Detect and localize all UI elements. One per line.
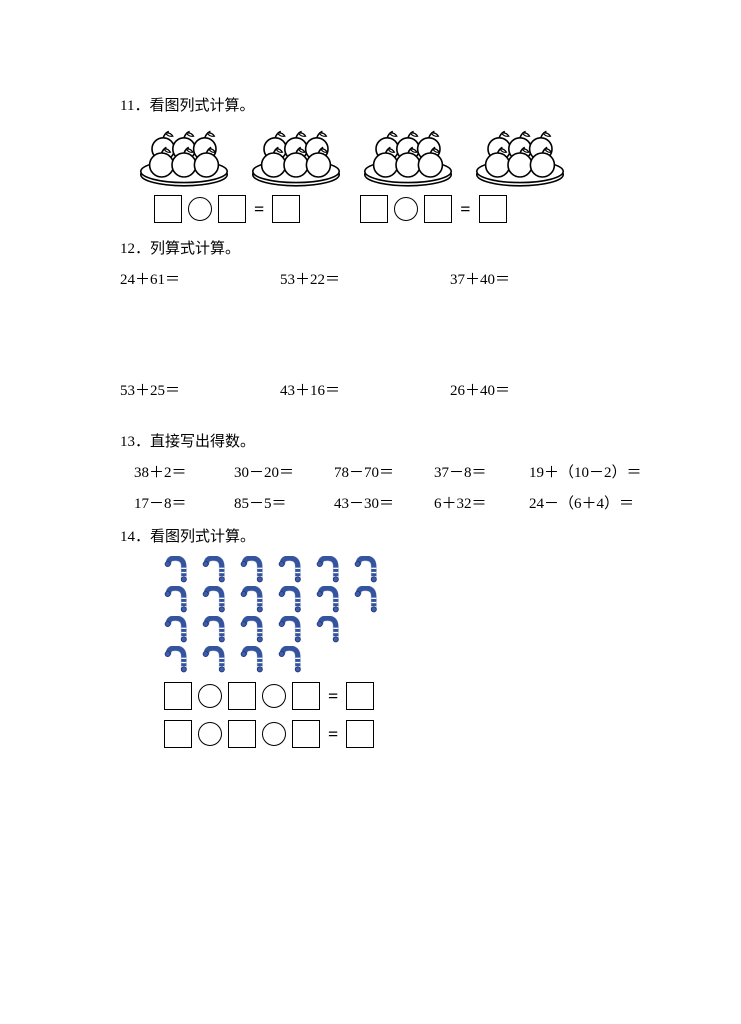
answer-box[interactable] <box>360 195 388 223</box>
worm-row <box>160 586 621 614</box>
operator-circle[interactable] <box>198 722 222 746</box>
worm-icon <box>198 646 232 674</box>
apple-plate <box>248 125 344 189</box>
equals-sign: = <box>326 724 340 745</box>
q14-worms <box>160 556 621 674</box>
worm-icon <box>350 586 384 614</box>
worm-icon <box>236 556 270 584</box>
equals-sign: = <box>458 199 472 220</box>
apple-plate <box>472 125 568 189</box>
arithmetic-problem: 85－5＝ <box>234 492 334 513</box>
q14-equations: == <box>164 682 621 748</box>
equation: = <box>164 682 621 710</box>
worm-icon <box>274 556 308 584</box>
equation: = <box>154 195 300 223</box>
arithmetic-problem: 24＋61＝ <box>120 268 280 289</box>
arithmetic-problem: 53＋25＝ <box>120 379 280 400</box>
operator-circle[interactable] <box>198 684 222 708</box>
arithmetic-problem: 37－8＝ <box>434 461 529 482</box>
equation: = <box>164 720 621 748</box>
q12-grid: 24＋61＝53＋22＝37＋40＝ 53＋25＝43＋16＝26＋40＝ <box>120 268 621 400</box>
answer-box[interactable] <box>424 195 452 223</box>
q14-title: 14．看图列式计算。 <box>120 525 621 546</box>
answer-box[interactable] <box>346 682 374 710</box>
q11-equations: == <box>154 195 621 223</box>
apple-plate <box>136 125 232 189</box>
arithmetic-problem: 53＋22＝ <box>280 268 450 289</box>
worm-icon <box>160 556 194 584</box>
worm-icon <box>350 556 384 584</box>
answer-box[interactable] <box>292 720 320 748</box>
equals-sign: = <box>326 686 340 707</box>
operator-circle[interactable] <box>262 722 286 746</box>
answer-box[interactable] <box>218 195 246 223</box>
answer-box[interactable] <box>164 720 192 748</box>
apple-plate <box>360 125 456 189</box>
worm-icon <box>198 616 232 644</box>
worm-icon <box>274 616 308 644</box>
worm-icon <box>274 646 308 674</box>
worm-row <box>160 646 621 674</box>
worm-icon <box>198 586 232 614</box>
operator-circle[interactable] <box>394 197 418 221</box>
answer-box[interactable] <box>346 720 374 748</box>
operator-circle[interactable] <box>188 197 212 221</box>
arithmetic-problem: 38＋2＝ <box>134 461 234 482</box>
worm-icon <box>312 556 346 584</box>
answer-box[interactable] <box>272 195 300 223</box>
operator-circle[interactable] <box>262 684 286 708</box>
answer-box[interactable] <box>228 682 256 710</box>
arithmetic-problem: 26＋40＝ <box>450 379 610 400</box>
answer-box[interactable] <box>228 720 256 748</box>
arithmetic-problem: 30－20＝ <box>234 461 334 482</box>
q11-title: 11．看图列式计算。 <box>120 94 621 115</box>
arithmetic-problem: 6＋32＝ <box>434 492 529 513</box>
worm-icon <box>160 646 194 674</box>
worm-icon <box>236 646 270 674</box>
worm-icon <box>236 616 270 644</box>
worm-icon <box>312 586 346 614</box>
worm-icon <box>312 616 346 644</box>
worm-row <box>160 616 621 644</box>
arithmetic-problem: 24－（6＋4）＝ <box>529 492 669 513</box>
q12-title: 12．列算式计算。 <box>120 237 621 258</box>
worm-icon <box>274 586 308 614</box>
answer-box[interactable] <box>164 682 192 710</box>
arithmetic-problem: 43－30＝ <box>334 492 434 513</box>
arithmetic-problem: 78－70＝ <box>334 461 434 482</box>
worm-icon <box>198 556 232 584</box>
q13-title: 13．直接写出得数。 <box>120 430 621 451</box>
equals-sign: = <box>252 199 266 220</box>
equation: = <box>360 195 506 223</box>
answer-box[interactable] <box>154 195 182 223</box>
arithmetic-problem: 43＋16＝ <box>280 379 450 400</box>
answer-box[interactable] <box>479 195 507 223</box>
arithmetic-problem: 17－8＝ <box>134 492 234 513</box>
answer-box[interactable] <box>292 682 320 710</box>
arithmetic-problem: 19＋（10－2）＝ <box>529 461 669 482</box>
worm-icon <box>160 616 194 644</box>
q11-plates <box>136 125 621 189</box>
arithmetic-problem: 37＋40＝ <box>450 268 610 289</box>
worm-icon <box>236 586 270 614</box>
q13-grid: 38＋2＝30－20＝78－70＝37－8＝19＋（10－2）＝17－8＝85－… <box>134 461 621 513</box>
worm-icon <box>160 586 194 614</box>
worm-row <box>160 556 621 584</box>
